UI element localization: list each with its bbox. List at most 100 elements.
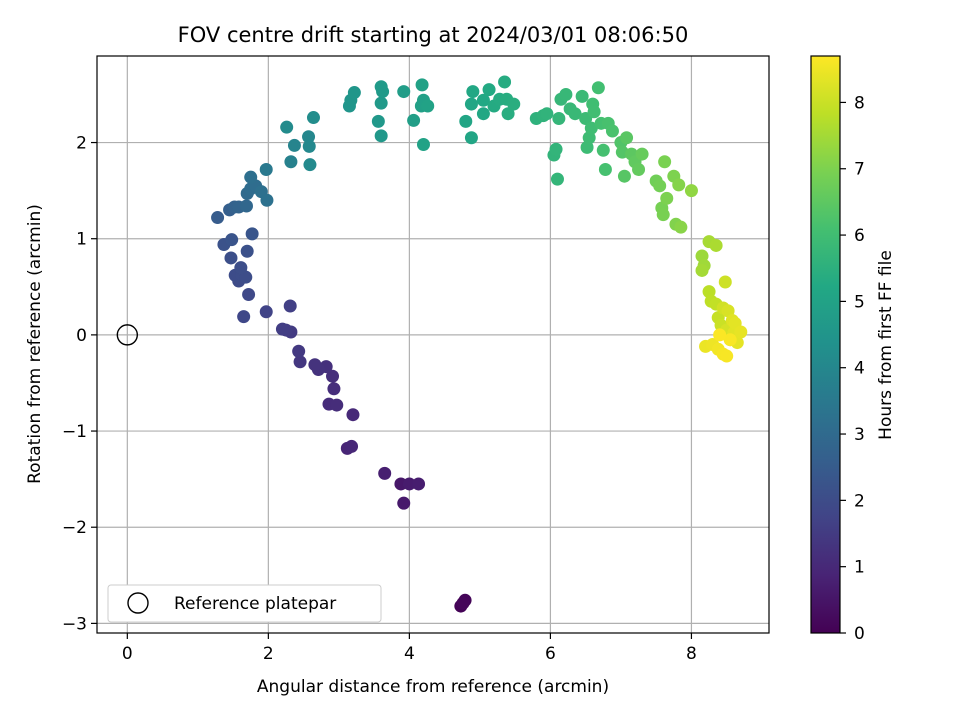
y-tick-label: 2 — [76, 134, 87, 154]
y-tick-label: −2 — [62, 518, 87, 538]
data-point — [587, 105, 601, 119]
data-point — [464, 97, 478, 111]
data-point — [239, 270, 253, 284]
data-point — [407, 113, 421, 127]
data-point — [482, 83, 496, 97]
data-point — [559, 87, 573, 101]
data-point — [397, 496, 411, 510]
data-point — [653, 179, 667, 193]
data-point — [549, 142, 563, 156]
data-point — [371, 114, 385, 128]
legend: Reference platepar — [107, 584, 382, 623]
data-point — [476, 93, 490, 107]
colorbar-label: Hours from first FF file — [876, 250, 896, 440]
data-point — [466, 85, 480, 99]
data-point — [596, 143, 610, 157]
data-point — [330, 398, 344, 412]
data-point — [584, 121, 598, 135]
colorbar-tick-label: 2 — [854, 491, 865, 511]
data-point — [605, 124, 619, 138]
data-point — [656, 208, 670, 222]
data-point — [635, 147, 649, 161]
colorbar-tick-label: 6 — [854, 226, 865, 246]
data-point — [421, 99, 435, 113]
colorbar-tick-label: 1 — [854, 558, 865, 578]
legend-reference-marker — [127, 592, 149, 614]
y-axis-label: Rotation from reference (arcmin) — [25, 204, 45, 484]
data-point — [540, 107, 554, 121]
y-tick-label: −1 — [62, 422, 87, 442]
x-axis-label: Angular distance from reference (arcmin) — [257, 677, 609, 697]
reference-marker-layer — [116, 324, 139, 346]
data-point — [507, 97, 521, 111]
data-point — [718, 275, 732, 289]
data-point — [306, 111, 320, 125]
data-points — [211, 75, 748, 613]
data-point — [378, 466, 392, 480]
grid-lines — [97, 56, 769, 633]
data-point — [240, 244, 254, 258]
data-point — [275, 322, 289, 336]
data-point — [415, 78, 429, 92]
data-point — [713, 328, 727, 342]
data-point — [284, 155, 298, 169]
data-point — [456, 596, 470, 610]
chart-title: FOV centre drift starting at 2024/03/01 … — [178, 23, 689, 47]
data-point — [308, 358, 322, 372]
data-point — [412, 477, 426, 491]
data-point — [734, 325, 748, 339]
data-point — [598, 162, 612, 176]
data-point — [260, 193, 274, 207]
data-point — [326, 369, 340, 383]
colorbar-ticks: 0 1 2 3 4 5 6 7 8 — [840, 93, 865, 644]
colorbar-tick-label: 4 — [854, 359, 865, 379]
data-point — [617, 169, 631, 183]
data-point — [302, 139, 316, 153]
data-point — [591, 81, 605, 95]
data-point — [244, 170, 258, 184]
data-point — [550, 172, 564, 186]
data-point — [568, 107, 582, 121]
colorbar: 0 1 2 3 4 5 6 7 8 Hours from first FF file — [810, 55, 896, 644]
data-point — [660, 191, 674, 205]
legend-box — [107, 584, 382, 623]
data-point — [709, 238, 723, 252]
x-tick-label: 0 — [122, 644, 133, 664]
x-tick-label: 2 — [263, 644, 274, 664]
data-point — [498, 75, 512, 89]
data-point — [225, 233, 239, 247]
data-point — [402, 477, 416, 491]
data-point — [347, 86, 361, 100]
data-point — [620, 131, 634, 145]
data-point — [416, 137, 430, 151]
data-point — [374, 129, 388, 143]
data-point — [211, 211, 225, 225]
data-point — [695, 263, 709, 277]
data-point — [259, 162, 273, 176]
colorbar-tick-label: 0 — [854, 624, 865, 644]
data-point — [280, 120, 294, 134]
data-point — [224, 251, 238, 265]
data-point — [239, 199, 253, 213]
data-point — [242, 287, 256, 301]
axis-ticks: 0 2 4 6 8 −3 −2 −1 0 1 2 — [62, 134, 697, 664]
y-tick-label: −3 — [62, 614, 87, 634]
x-tick-label: 4 — [404, 644, 415, 664]
data-point — [302, 130, 316, 144]
data-point — [672, 178, 686, 192]
data-point — [501, 107, 515, 121]
colorbar-tick-label: 8 — [854, 93, 865, 113]
data-point — [459, 114, 473, 128]
data-point — [303, 158, 317, 172]
data-point — [345, 439, 359, 453]
colorbar-gradient — [810, 55, 841, 634]
data-point — [346, 408, 360, 422]
y-tick-label: 1 — [76, 230, 87, 250]
data-point — [674, 220, 688, 234]
data-point — [723, 333, 737, 347]
data-point — [658, 155, 672, 169]
reference-marker — [116, 324, 139, 346]
data-point — [245, 227, 259, 241]
data-point — [292, 344, 306, 358]
data-point — [327, 382, 341, 396]
